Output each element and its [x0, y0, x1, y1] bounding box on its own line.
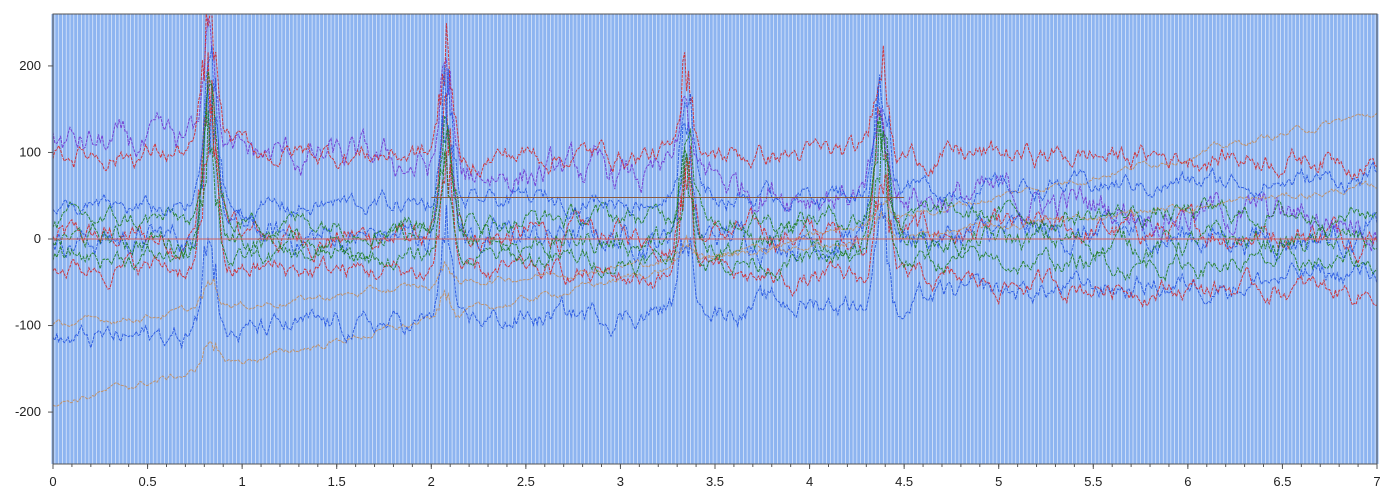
y-tick-label: -100	[15, 318, 41, 333]
series-line-1	[52, 82, 1378, 269]
series-line-3	[52, 16, 1378, 252]
x-tick-label: 0	[49, 474, 56, 489]
series-line-9	[52, 104, 1378, 308]
y-tick-label: -200	[15, 404, 41, 419]
x-tick-label: 4.5	[895, 474, 913, 489]
y-tick-label: 0	[34, 231, 41, 246]
series-line-6	[52, 13, 1378, 181]
x-tick-label: 6.5	[1273, 474, 1291, 489]
series-layer	[52, 13, 1378, 407]
x-tick-label: 2.5	[517, 474, 535, 489]
x-tick-label: 5	[995, 474, 1002, 489]
x-tick-label: 1	[239, 474, 246, 489]
x-tick-label: 3.5	[706, 474, 724, 489]
series-line-7	[52, 202, 1378, 350]
series-line-5	[52, 180, 1378, 328]
series-line-11	[52, 110, 1378, 282]
y-tick-label: 100	[19, 144, 41, 159]
reference-lines	[53, 196, 1377, 240]
x-tick-label: 7	[1373, 474, 1380, 489]
x-tick-label: 2	[428, 474, 435, 489]
tick-labels: 0 0.5 1 1.5 2 2.5 3 3.5 4 4.5 5 5.5 6 6.5 7 200 100 0 -100…	[15, 58, 1381, 489]
x-tick-label: 3	[617, 474, 624, 489]
x-tick-label: 1.5	[328, 474, 346, 489]
series-line-4	[52, 112, 1378, 407]
series-line-2	[52, 83, 1378, 264]
x-tick-label: 5.5	[1084, 474, 1102, 489]
x-tick-label: 0.5	[139, 474, 157, 489]
y-tick-label: 200	[19, 58, 41, 73]
series-line-8	[52, 71, 1378, 247]
x-tick-label: 6	[1184, 474, 1191, 489]
x-tick-label: 4	[806, 474, 813, 489]
series-line-10	[52, 46, 1378, 226]
